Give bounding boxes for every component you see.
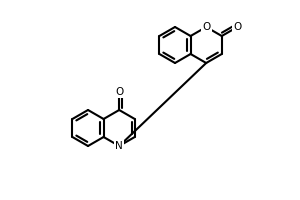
Text: O: O: [233, 22, 242, 32]
Text: N: N: [115, 141, 123, 151]
Text: O: O: [202, 22, 210, 32]
Text: O: O: [115, 87, 123, 97]
